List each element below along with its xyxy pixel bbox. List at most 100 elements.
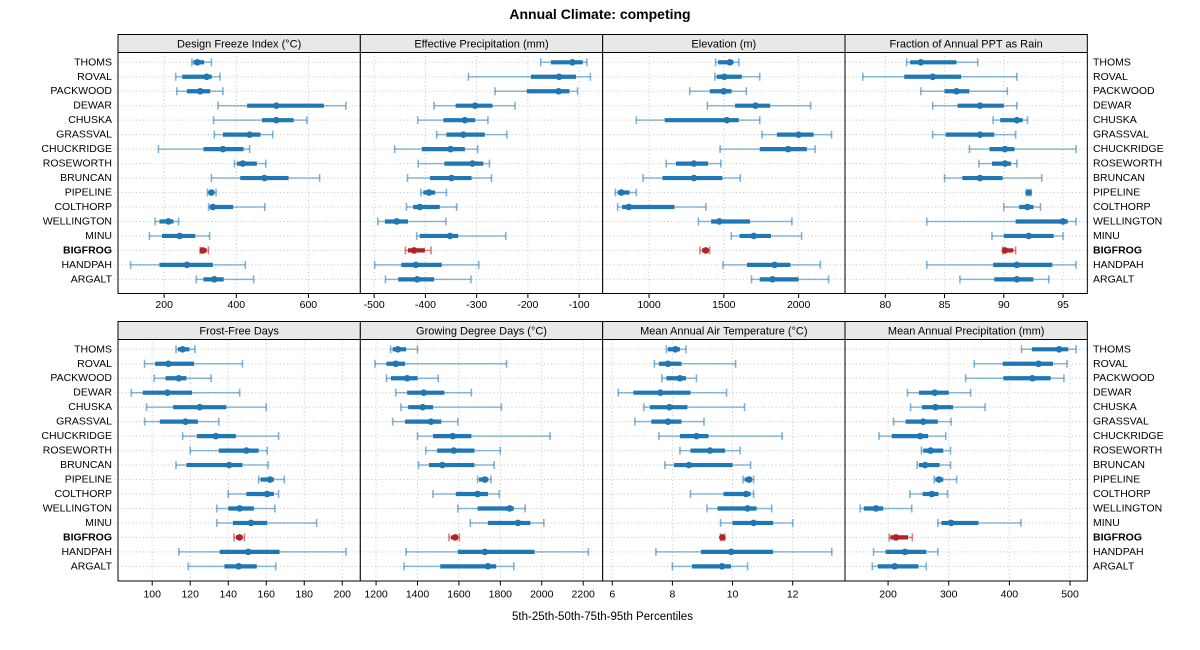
- percentile-interval-colthorp: [432, 490, 501, 498]
- median-dot: [165, 360, 172, 368]
- median-dot: [1029, 374, 1036, 382]
- x-axis-tick-label: -500: [364, 299, 385, 311]
- median-dot: [451, 534, 459, 541]
- median-dot: [1001, 247, 1009, 254]
- median-dot: [460, 131, 467, 138]
- site-label-right: MINU: [1093, 230, 1120, 242]
- median-dot: [676, 374, 684, 382]
- percentile-interval-chuska: [643, 403, 746, 412]
- median-dot: [439, 461, 446, 469]
- x-axis-tick-label: 300: [940, 589, 958, 601]
- x-axis-tick-label: -100: [569, 299, 590, 311]
- median-dot: [929, 73, 936, 81]
- percentile-interval-thoms: [175, 345, 196, 354]
- percentile-interval-wellington: [376, 217, 447, 226]
- percentile-interval-argalt: [959, 275, 1050, 284]
- site-label-left: CHUSKA: [68, 114, 112, 126]
- median-dot: [447, 145, 454, 153]
- percentile-interval-dewar: [617, 388, 728, 397]
- site-label-right: DEWAR: [1093, 100, 1132, 112]
- x-axis-tick-label: 1200: [364, 589, 388, 601]
- median-dot: [1013, 116, 1021, 124]
- percentile-interval-roval: [653, 359, 737, 368]
- median-dot: [1035, 360, 1042, 368]
- median-dot: [235, 563, 242, 570]
- percentile-interval-roseworth: [920, 446, 952, 455]
- percentile-interval-wellington: [457, 504, 527, 513]
- site-label-left: MINU: [85, 517, 112, 529]
- x-axis-tick-label: 200: [879, 589, 897, 601]
- site-label-right: BIGFROG: [1093, 244, 1142, 256]
- median-dot: [1024, 203, 1031, 211]
- site-label-right: ROSEWORTH: [1093, 445, 1162, 457]
- percentile-interval-colthorp: [207, 203, 266, 211]
- gridlines: [114, 339, 361, 581]
- median-dot: [219, 145, 227, 153]
- median-dot: [506, 505, 513, 512]
- median-dot: [448, 174, 455, 182]
- x-axis-tick-label: 1500: [712, 299, 736, 311]
- panel-strip-title: Mean Annual Precipitation (mm): [888, 326, 1045, 338]
- percentile-interval-chuska: [400, 403, 503, 412]
- percentile-interval-chuska: [635, 116, 761, 125]
- median-dot: [461, 116, 469, 124]
- x-axis-tick-label: 400: [228, 299, 246, 311]
- site-label-right: PACKWOOD: [1093, 85, 1155, 97]
- median-dot: [664, 418, 672, 425]
- median-dot: [1013, 261, 1021, 269]
- median-dot: [921, 461, 929, 469]
- site-label-left: HANDPAH: [61, 546, 112, 558]
- site-label-right: ROVAL: [1093, 71, 1128, 83]
- median-dot: [727, 548, 735, 556]
- median-dot: [976, 102, 984, 110]
- median-dot: [514, 519, 522, 527]
- percentile-interval-handpah: [655, 547, 833, 556]
- median-dot: [892, 534, 900, 541]
- percentile-interval-argalt: [871, 562, 928, 571]
- median-dot: [175, 374, 183, 382]
- percentile-interval-bruncan: [943, 174, 1043, 183]
- median-dot: [446, 232, 454, 240]
- site-label-left: BIGFROG: [63, 244, 112, 256]
- site-label-left: PACKWOOD: [50, 85, 112, 97]
- median-dot: [872, 505, 880, 512]
- percentile-interval-bigfrog: [719, 533, 726, 542]
- site-label-right: CHUSKA: [1093, 401, 1137, 413]
- x-axis-tick-label: 12: [787, 589, 799, 601]
- percentile-interval-packwood: [153, 374, 212, 383]
- median-dot: [976, 131, 984, 138]
- percentile-interval-pipeline: [476, 475, 492, 484]
- site-label-right: GRASSVAL: [1093, 416, 1149, 428]
- percentile-interval-roval: [374, 359, 508, 368]
- percentile-interval-chuska: [145, 403, 268, 412]
- median-dot: [718, 563, 726, 570]
- panel-frost-free-days: Frost-Free Days 100 120 140 160 180 200: [114, 321, 361, 601]
- percentile-interval-colthorp: [405, 203, 458, 211]
- median-dot: [484, 563, 492, 570]
- panel-area: [602, 339, 845, 581]
- site-label-right: THOMS: [1093, 343, 1131, 355]
- x-axis-tick-label: 1000: [637, 299, 661, 311]
- x-axis-tick-label: 8: [669, 589, 675, 601]
- median-dot: [901, 548, 909, 556]
- median-dot: [182, 418, 189, 425]
- percentile-interval-roseworth: [233, 159, 267, 168]
- percentile-interval-packwood: [920, 87, 1009, 96]
- x-axis-tick-label: 1400: [406, 589, 430, 601]
- percentile-interval-dewar: [906, 388, 972, 397]
- percentile-interval-bruncan: [406, 174, 493, 183]
- percentile-interval-pipeline: [206, 188, 217, 197]
- site-label-left: ARGALT: [71, 560, 113, 572]
- median-dot: [664, 360, 672, 368]
- site-label-right: ARGALT: [1093, 273, 1135, 285]
- x-axis-tick-label: 1600: [447, 589, 471, 601]
- percentile-interval-colthorp: [1002, 203, 1042, 211]
- percentile-interval-grassval: [931, 130, 1017, 139]
- site-label-left: GRASSVAL: [56, 416, 112, 428]
- percentile-interval-pipeline: [257, 475, 286, 484]
- median-dot: [947, 519, 955, 527]
- median-dot: [666, 403, 673, 411]
- median-dot: [891, 563, 899, 570]
- panel-strip-title: Elevation (m): [691, 39, 756, 51]
- percentile-interval-roseworth: [417, 159, 491, 168]
